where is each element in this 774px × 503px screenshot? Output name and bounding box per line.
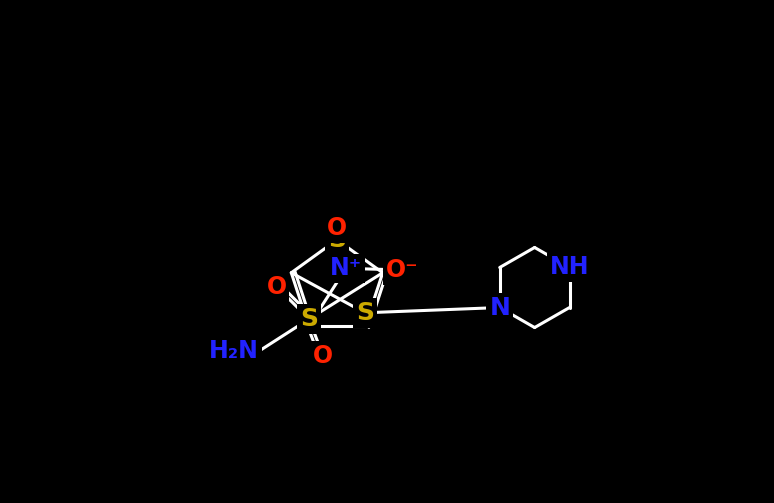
Text: H₂N: H₂N [209,340,259,363]
Text: S: S [300,307,318,331]
Text: O: O [313,344,333,368]
Text: NH: NH [550,256,589,280]
Text: O: O [327,216,347,240]
Text: N⁺: N⁺ [330,257,362,280]
Text: S: S [356,301,374,325]
Text: N: N [489,296,510,319]
Text: O⁻: O⁻ [385,258,418,282]
Text: S: S [328,228,346,252]
Text: O: O [266,275,286,299]
